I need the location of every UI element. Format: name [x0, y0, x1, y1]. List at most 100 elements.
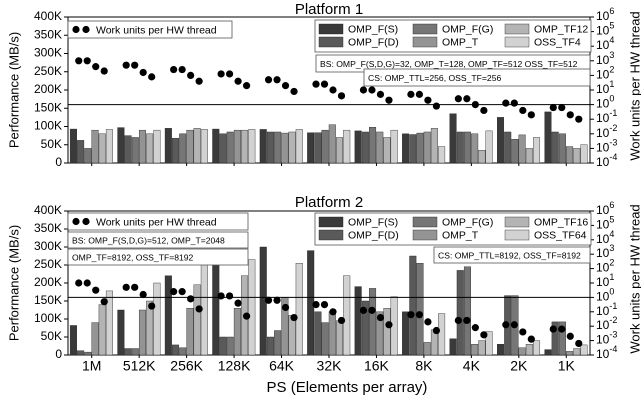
work-unit-point: [415, 90, 424, 98]
bar-omp-tf16: [288, 315, 296, 356]
bar-omp-t: [186, 308, 194, 356]
y-tick-label: 100K: [34, 119, 62, 133]
legend-label: Work units per HW thread: [96, 216, 217, 228]
work-unit-point: [510, 99, 518, 107]
y2-tick-label: 10-1: [596, 301, 617, 318]
y2-tick-label: 101: [596, 272, 614, 289]
bar-omp-tf12: [241, 129, 249, 164]
bar-omp-t: [423, 342, 431, 356]
y-tick-label: 50K: [41, 137, 62, 151]
bar-omp-f-d-: [551, 321, 559, 356]
work-unit-point: [368, 86, 376, 94]
y-tick-label: 350K: [34, 221, 62, 235]
y-tick-label: 400K: [34, 9, 62, 23]
y-tick-label: 300K: [34, 46, 62, 60]
work-unit-point: [385, 96, 393, 104]
bar-oss-tf4: [580, 144, 588, 164]
work-unit-point: [83, 279, 91, 287]
bar-omp-tf16: [193, 284, 201, 356]
bar-omp-tf12: [525, 148, 533, 164]
legend-swatch: [504, 216, 530, 228]
x-tick-label: 64K: [269, 358, 295, 374]
work-unit-point: [242, 82, 251, 90]
legend-dot-icon: [72, 25, 80, 34]
legend-swatch: [318, 23, 344, 35]
bar-omp-t: [186, 129, 194, 164]
legend-swatch: [504, 36, 530, 48]
legend-swatch: [318, 216, 344, 228]
work-unit-point: [122, 61, 130, 69]
bar-oss-tf4: [200, 129, 208, 164]
bar-omp-tf12: [288, 131, 296, 164]
annotation-text: BS: OMP_F(S,D,G)=32, OMP_T=128, OMP_TF=5…: [320, 59, 578, 69]
bar-omp-f-s-: [212, 128, 220, 164]
bar-omp-f-d-: [172, 344, 180, 356]
bar-omp-t: [566, 146, 574, 164]
work-unit-point: [527, 111, 535, 119]
platform-2-panel: Platform 2 0 50K 100K 150K 200K 250K 300K 350K 40…: [6, 194, 641, 374]
bar-omp-t: [138, 129, 146, 164]
bar-omp-tf16: [98, 304, 106, 356]
annotation-box: [433, 246, 591, 264]
work-unit-point: [92, 63, 100, 71]
work-unit-point: [148, 73, 156, 81]
work-unit-point: [170, 288, 178, 296]
x-tick-label: 1K: [558, 358, 576, 374]
bar-omp-f-g-: [558, 133, 566, 164]
bar-oss-tf64: [533, 340, 541, 356]
bar-omp-tf16: [573, 348, 581, 356]
legend-label: OMP_F(D): [348, 36, 399, 48]
work-unit-point: [100, 67, 108, 75]
bar-omp-t: [566, 351, 574, 356]
y-tick-label: 150K: [34, 100, 62, 114]
work-unit-point: [519, 106, 527, 115]
bar-oss-tf64: [295, 263, 303, 356]
legend-label: OSS_TF4: [534, 36, 581, 48]
bar-omp-t: [328, 124, 336, 164]
bar-omp-f-d-: [314, 132, 322, 164]
annotation-text: OMP_TF=8192, OSS_TF=8192: [72, 252, 194, 262]
bar-omp-f-s-: [259, 129, 267, 164]
bar-omp-f-d-: [77, 140, 85, 164]
work-unit-point: [376, 90, 385, 98]
y2-axis-label: Work units per HW thread: [627, 204, 641, 353]
legend-label: OMP_F(S): [348, 23, 398, 35]
bar-omp-f-d-: [77, 350, 85, 356]
bar-omp-f-s-: [69, 128, 77, 164]
work-unit-point: [273, 76, 281, 84]
work-unit-point: [407, 311, 415, 319]
work-unit-point: [575, 339, 583, 348]
annotation-box: [67, 231, 249, 249]
work-unit-point: [549, 325, 557, 333]
y2-tick-label: 100: [596, 94, 614, 111]
bar-omp-f-g-: [463, 266, 471, 356]
work-unit-point: [131, 61, 139, 69]
legend-series: [314, 212, 592, 246]
bar-oss-tf4: [390, 129, 398, 164]
bar-omp-f-d-: [219, 133, 227, 164]
bar-omp-tf16: [336, 320, 344, 356]
bar-omp-f-s-: [164, 275, 172, 356]
work-unit-point: [131, 283, 139, 291]
y-tick-label: 0: [55, 347, 62, 361]
work-unit-point: [273, 296, 281, 304]
work-unit-point: [527, 335, 535, 343]
y-tick-label: 350K: [34, 27, 62, 41]
work-unit-point: [264, 76, 273, 84]
work-unit-point: [502, 99, 510, 107]
bar-oss-tf64: [485, 331, 493, 356]
bar-omp-tf12: [430, 128, 438, 164]
legend-swatch: [412, 23, 438, 35]
bar-omp-f-s-: [164, 128, 172, 164]
bar-oss-tf4: [343, 129, 351, 164]
y2-axis-label: Work units per HW thread: [627, 11, 641, 160]
bar-omp-f-s-: [544, 349, 552, 356]
work-unit-point: [100, 298, 108, 306]
bar-oss-tf4: [153, 129, 161, 164]
work-unit-point: [234, 77, 242, 85]
work-unit-point: [471, 101, 479, 109]
y2-tick-label: 10-4: [596, 152, 617, 169]
y-axis-label: Performance (MB/s): [6, 32, 21, 148]
bar-omp-f-s-: [117, 127, 125, 164]
bar-omp-f-g-: [179, 133, 187, 164]
